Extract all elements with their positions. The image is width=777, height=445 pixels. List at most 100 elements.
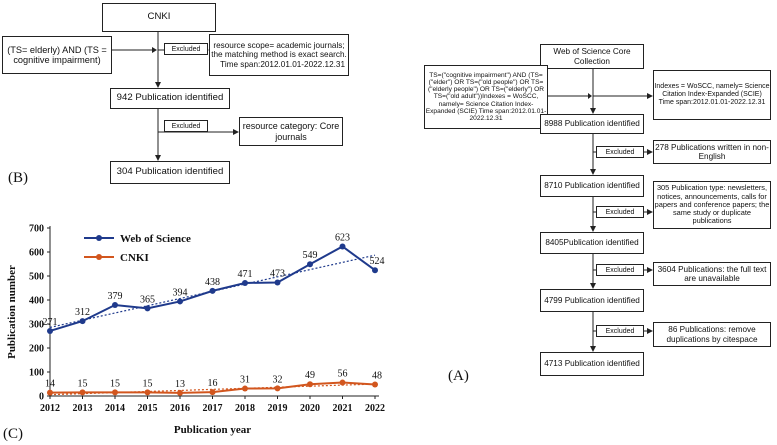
data-label-series-1: 524 <box>370 256 385 267</box>
y-tick-label: 300 <box>29 320 44 331</box>
wos-excluded-tag-2: Excluded <box>596 206 644 218</box>
cnki-start-box: CNKI <box>102 3 216 32</box>
data-label-series-1: 549 <box>303 250 318 261</box>
data-point-series-2 <box>112 389 118 396</box>
x-tick-label: 2012 <box>40 403 60 414</box>
y-tick-label: 600 <box>29 248 44 259</box>
data-label-series-1: 365 <box>140 294 155 305</box>
x-tick-label: 2013 <box>73 403 93 414</box>
wos-step-1-box: 8988 Publication identified <box>540 114 644 134</box>
data-point-series-1 <box>372 267 378 274</box>
cnki-criteria-box-2: resource category: Core journals <box>239 117 343 146</box>
wos-step-2-box: 8710 Publication identified <box>540 175 644 197</box>
y-tick-label: 200 <box>29 344 44 355</box>
cnki-excluded-tag-1: Excluded <box>164 43 208 55</box>
x-tick-label: 2019 <box>268 403 288 414</box>
x-tick-label: 2021 <box>333 403 353 414</box>
legend-swatch-marker-2 <box>96 254 102 260</box>
cnki-timespan-text: Time span:2012.01.01-2022.12.31 <box>220 59 345 69</box>
data-point-series-2 <box>372 381 378 388</box>
data-label-series-2: 56 <box>338 369 348 380</box>
y-tick-label: 500 <box>29 272 44 283</box>
panel-a-label: (A) <box>448 368 469 384</box>
data-point-series-2 <box>209 389 216 396</box>
data-label-series-1: 271 <box>43 317 58 328</box>
wos-index-box: Indexes = WoSCC, namely= Science Citatio… <box>653 70 771 120</box>
wos-start-box: Web of Science Core Collection <box>540 44 644 69</box>
data-point-series-1 <box>79 318 86 325</box>
wos-excluded-tag-1: Excluded <box>596 146 644 158</box>
data-label-series-2: 15 <box>143 378 153 389</box>
cnki-identified-box-1: 942 Publication identified <box>110 88 230 109</box>
data-point-series-2 <box>307 381 313 388</box>
wos-step-5-box: 4713 Publication identified <box>540 352 644 376</box>
x-tick-label: 2022 <box>365 403 385 414</box>
data-point-series-2 <box>79 389 86 396</box>
legend-label-2: CNKI <box>120 252 149 264</box>
wos-exclusion-reason-1: 278 Publications written in non-English <box>653 140 771 164</box>
x-tick-label: 2015 <box>138 403 158 414</box>
data-point-series-2 <box>144 389 151 396</box>
data-label-series-2: 14 <box>45 379 55 390</box>
data-point-series-2 <box>177 389 183 396</box>
data-label-series-2: 15 <box>110 378 120 389</box>
y-tick-label: 0 <box>39 392 44 403</box>
cnki-criteria-box-1: resource scope= academic journals; the m… <box>209 34 349 76</box>
wos-excluded-tag-3: Excluded <box>596 264 644 276</box>
data-label-series-1: 312 <box>75 307 90 318</box>
data-label-series-1: 471 <box>238 269 253 280</box>
wos-excluded-tag-4: Excluded <box>596 325 644 337</box>
cnki-identified-box-2: 304 Publication identified <box>110 161 230 184</box>
x-tick-label: 2016 <box>170 403 190 414</box>
data-point-series-1 <box>177 298 183 305</box>
data-point-series-1 <box>242 279 248 286</box>
cnki-excluded-tag-2: Excluded <box>164 120 208 132</box>
data-point-series-1 <box>274 279 281 286</box>
panel-c-label: (C) <box>3 426 23 442</box>
data-point-series-1 <box>339 243 346 250</box>
data-label-series-1: 394 <box>173 287 188 298</box>
wos-exclusion-reason-4: 86 Publications: remove duplications by … <box>653 322 771 347</box>
data-label-series-1: 379 <box>108 291 123 302</box>
data-label-series-2: 16 <box>208 378 218 389</box>
data-label-series-2: 13 <box>175 379 185 390</box>
cnki-criteria-text-1: resource scope= academic journals; the m… <box>211 41 347 60</box>
y-tick-label: 400 <box>29 296 44 307</box>
data-label-series-1: 438 <box>205 277 220 288</box>
wos-step-3-box: 8405Publication identified <box>540 232 644 254</box>
x-axis-title: Publication year <box>174 424 251 436</box>
y-axis-title: Publication number <box>6 265 18 359</box>
legend-swatch-marker-1 <box>96 235 102 241</box>
data-point-series-2 <box>242 385 248 392</box>
data-point-series-1 <box>144 305 151 312</box>
data-label-series-2: 32 <box>273 374 283 385</box>
y-tick-label: 100 <box>29 368 44 379</box>
panel-b-label: (B) <box>8 170 28 186</box>
y-tick-label: 700 <box>29 224 44 235</box>
wos-step-4-box: 4799 Publication identified <box>540 289 644 312</box>
x-tick-label: 2017 <box>203 403 223 414</box>
data-label-series-2: 48 <box>372 370 382 381</box>
data-label-series-2: 15 <box>78 378 88 389</box>
data-label-series-1: 623 <box>335 232 350 243</box>
data-label-series-2: 49 <box>305 370 315 381</box>
wos-exclusion-reason-3: 3604 Publications: the full text are una… <box>653 262 771 286</box>
wos-exclusion-reason-2: 305 Publication type: newsletters, notic… <box>653 181 771 229</box>
data-point-series-1 <box>209 287 216 294</box>
data-point-series-2 <box>339 379 346 386</box>
data-point-series-2 <box>47 389 53 396</box>
cnki-query-box: (TS= elderly) AND (TS = cognitive impair… <box>2 36 112 74</box>
data-label-series-2: 31 <box>240 375 250 386</box>
data-point-series-1 <box>112 302 118 309</box>
x-tick-label: 2020 <box>300 403 320 414</box>
trendline-series-1 <box>49 254 376 329</box>
legend-label-1: Web of Science <box>120 233 191 245</box>
x-tick-label: 2018 <box>235 403 255 414</box>
data-point-series-1 <box>47 327 53 334</box>
data-label-series-1: 473 <box>270 268 285 279</box>
data-point-series-1 <box>307 261 313 268</box>
x-tick-label: 2014 <box>105 403 125 414</box>
data-point-series-2 <box>274 385 281 392</box>
wos-query-box: TS=("cognitive impairment") AND (TS=("el… <box>424 65 548 129</box>
